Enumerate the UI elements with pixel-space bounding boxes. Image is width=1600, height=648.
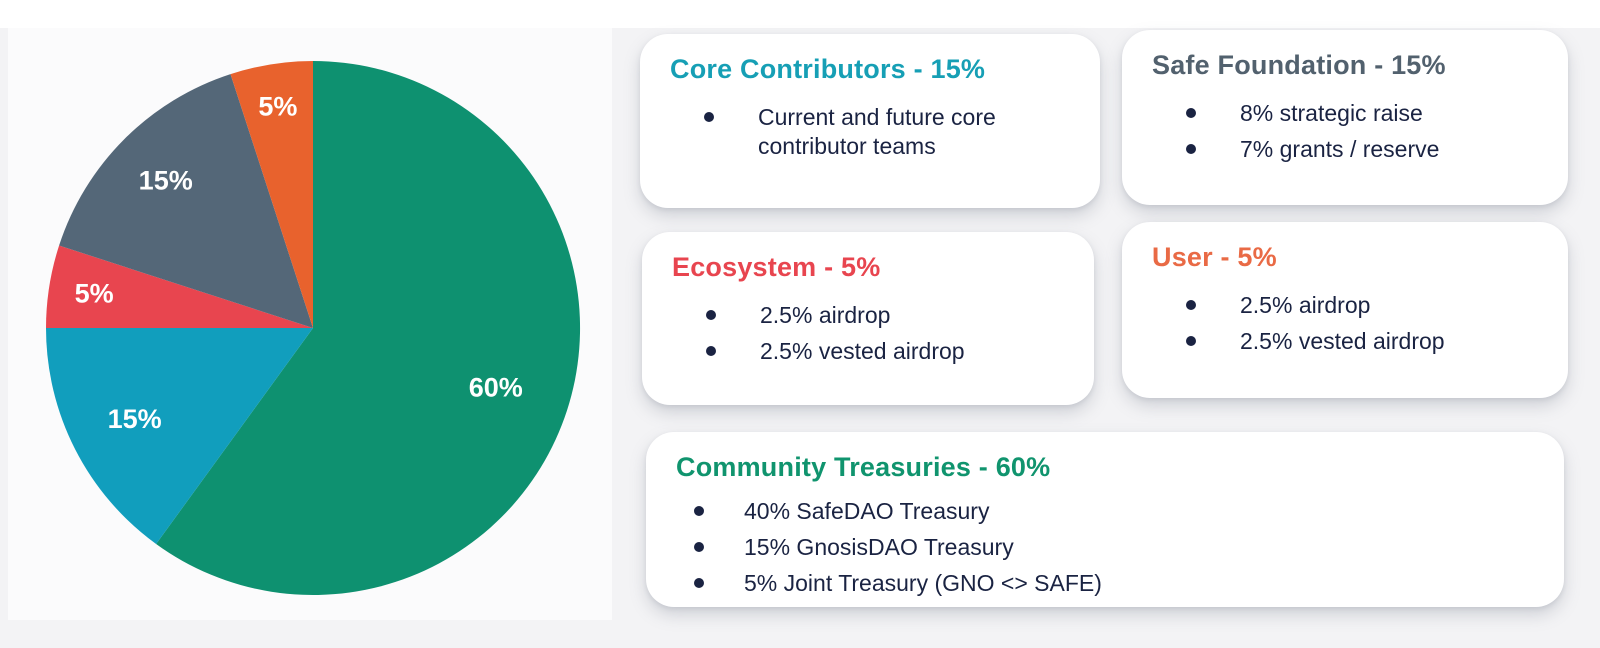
card-title-core-contributors: Core Contributors - 15%	[670, 54, 986, 84]
bullet-text: 40% SafeDAO Treasury	[744, 498, 990, 524]
bullet-icon	[1186, 144, 1196, 154]
list-item: 15% GnosisDAO Treasury	[676, 533, 1540, 562]
bullet-text: 2.5% vested airdrop	[1240, 328, 1445, 354]
bullet-text: Current and future core contributor team…	[758, 104, 996, 159]
list-item: 2.5% vested airdrop	[672, 337, 1070, 366]
pie-slice-core-contributors	[46, 328, 313, 544]
card-core-contributors: Core Contributors - 15% Current and futu…	[640, 34, 1100, 208]
list-item: 8% strategic raise	[1152, 99, 1544, 128]
bullet-text: 5% Joint Treasury (GNO <> SAFE)	[744, 570, 1102, 596]
bullet-icon	[1186, 108, 1196, 118]
card-title-community-treasuries: Community Treasuries - 60%	[676, 452, 1051, 482]
bullet-list: 2.5% airdrop 2.5% vested airdrop	[672, 301, 1070, 366]
list-item: 2.5% airdrop	[1152, 291, 1544, 320]
card-title-safe-foundation: Safe Foundation - 15%	[1152, 50, 1446, 80]
list-item: 2.5% airdrop	[672, 301, 1070, 330]
bullet-icon	[706, 346, 716, 356]
pie-percentage-label: 15%	[108, 404, 162, 434]
list-item: 7% grants / reserve	[1152, 135, 1544, 164]
bullet-list: 40% SafeDAO Treasury 15% GnosisDAO Treas…	[676, 497, 1540, 598]
card-user: User - 5% 2.5% airdrop 2.5% vested airdr…	[1122, 222, 1568, 398]
bullet-text: 8% strategic raise	[1240, 100, 1423, 126]
bullet-icon	[694, 542, 704, 552]
card-safe-foundation: Safe Foundation - 15% 8% strategic raise…	[1122, 30, 1568, 205]
bullet-text: 2.5% airdrop	[1240, 292, 1371, 318]
pie-percentage-label: 5%	[75, 278, 114, 308]
list-item: 2.5% vested airdrop	[1152, 327, 1544, 356]
pie-percentage-label: 5%	[258, 92, 297, 122]
bullet-text: 7% grants / reserve	[1240, 136, 1440, 162]
pie-slice-user	[230, 61, 313, 328]
bullet-text: 2.5% vested airdrop	[760, 338, 965, 364]
pie-percentage-label: 15%	[139, 166, 193, 196]
list-item: 40% SafeDAO Treasury	[676, 497, 1540, 526]
bullet-list: Current and future core contributor team…	[670, 103, 1076, 161]
bullet-list: 8% strategic raise 7% grants / reserve	[1152, 99, 1544, 164]
list-item: 5% Joint Treasury (GNO <> SAFE)	[676, 569, 1540, 598]
bullet-icon	[694, 506, 704, 516]
bullet-icon	[706, 310, 716, 320]
bullet-icon	[694, 578, 704, 588]
pie-percentage-label: 60%	[469, 372, 523, 402]
list-item: Current and future core contributor team…	[670, 103, 1076, 161]
bullet-text: 15% GnosisDAO Treasury	[744, 534, 1014, 560]
bullet-icon	[1186, 300, 1196, 310]
pie-slice-safe-foundation	[59, 74, 313, 328]
top-white-strip	[0, 0, 1600, 28]
bullet-icon	[704, 112, 714, 122]
bullet-list: 2.5% airdrop 2.5% vested airdrop	[1152, 291, 1544, 356]
token-distribution-pie-chart: 60% 15% 5% 15% 5%	[46, 60, 581, 595]
card-community-treasuries: Community Treasuries - 60% 40% SafeDAO T…	[646, 432, 1564, 607]
pie-slice-ecosystem	[46, 245, 313, 328]
bullet-icon	[1186, 336, 1196, 346]
card-title-ecosystem: Ecosystem - 5%	[672, 252, 881, 282]
pie-chart-panel: 60% 15% 5% 15% 5%	[8, 28, 612, 620]
card-ecosystem: Ecosystem - 5% 2.5% airdrop 2.5% vested …	[642, 232, 1094, 405]
bullet-text: 2.5% airdrop	[760, 302, 891, 328]
card-title-user: User - 5%	[1152, 242, 1277, 272]
pie-slice-community-treasuries	[156, 60, 581, 595]
